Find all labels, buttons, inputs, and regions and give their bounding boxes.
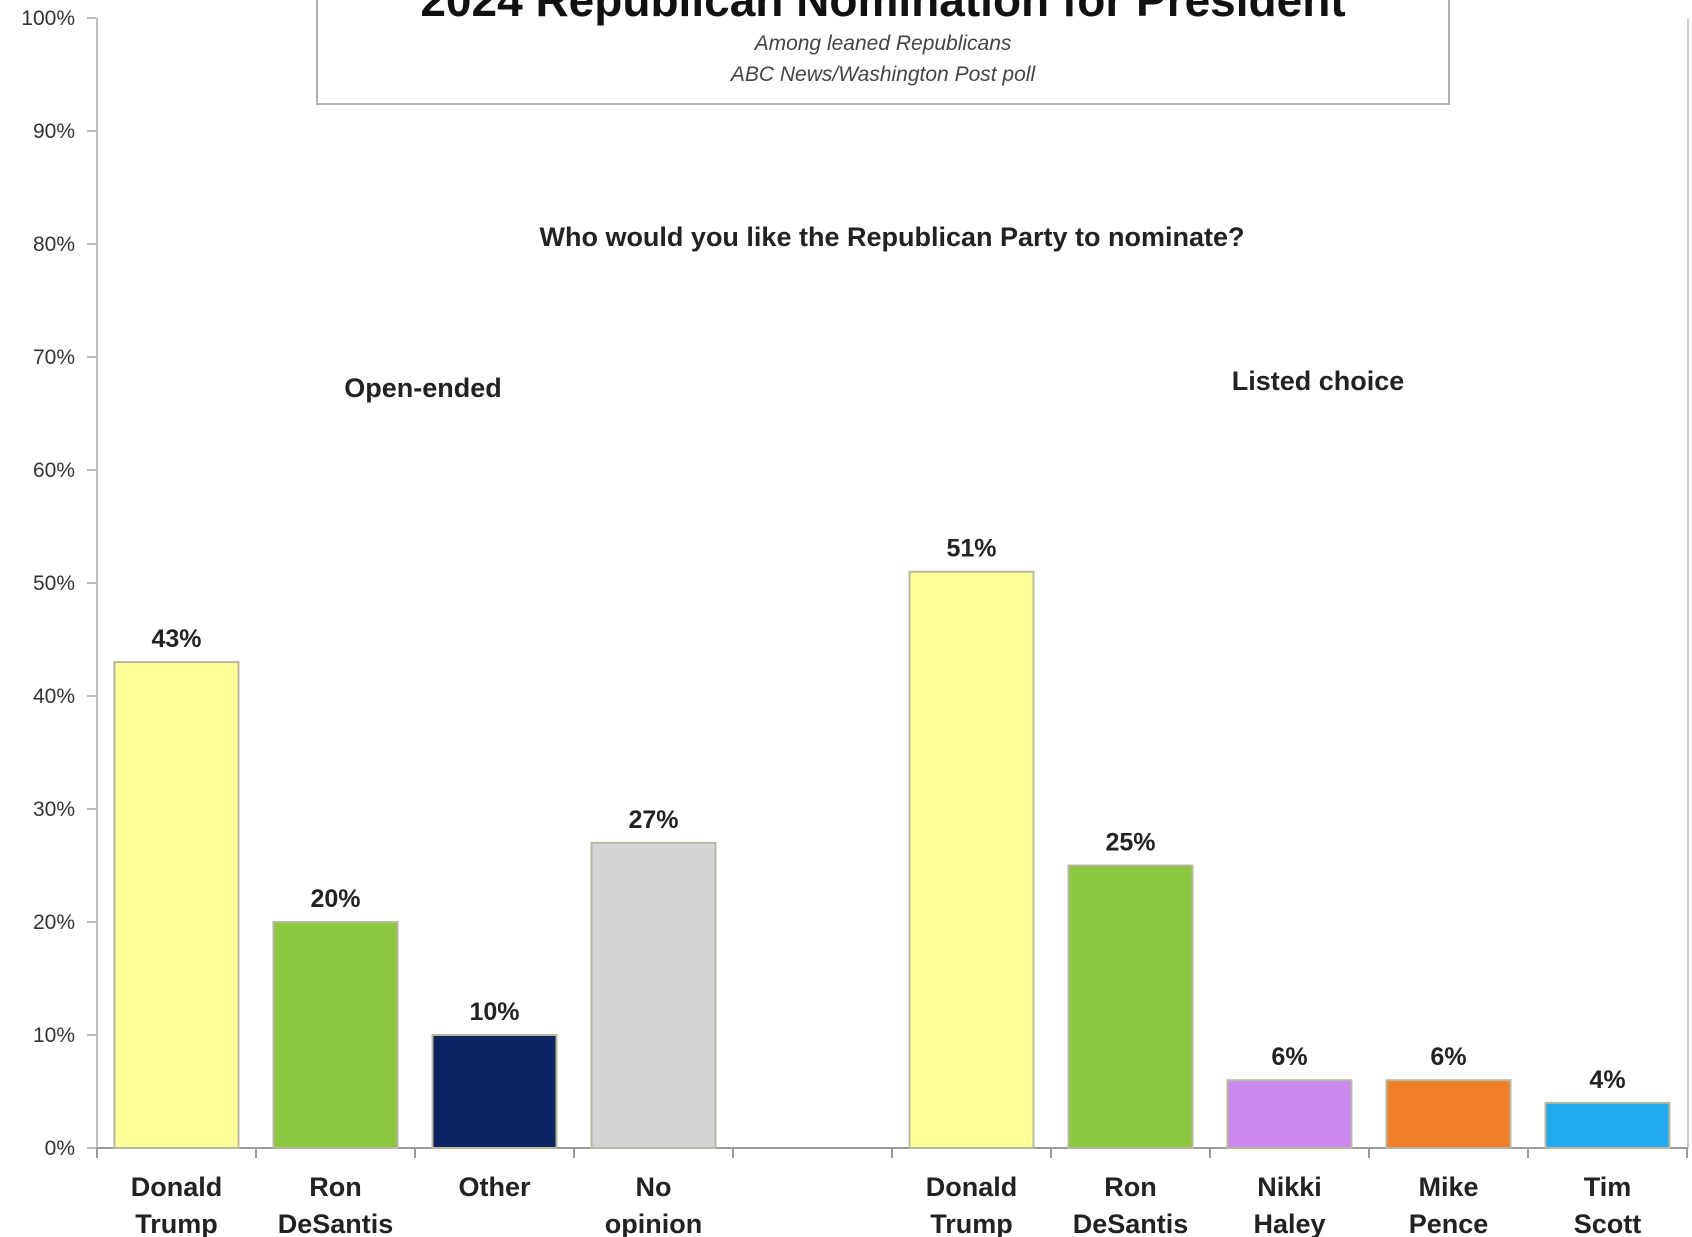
data-label: 6% [1430, 1043, 1466, 1071]
y-tick-label: 90% [33, 120, 75, 143]
data-label: 10% [469, 998, 519, 1026]
chart-question: Who would you like the Republican Party … [539, 222, 1244, 252]
category-label: Tim [1584, 1172, 1632, 1202]
title-box [316, 0, 1450, 105]
y-tick-label: 30% [33, 798, 75, 821]
category-label: Mike [1418, 1172, 1478, 1202]
y-tick-label: 20% [33, 911, 75, 934]
y-tick-label: 50% [33, 572, 75, 595]
category-label: DeSantis [1073, 1209, 1189, 1237]
bar-donald-trump [113, 661, 240, 1149]
bars: 43% 20% 10% 27% 51% 25% 6% 6% 4% [113, 535, 1671, 1150]
y-tick-label: 100% [21, 7, 75, 30]
bar-ron-desantis [1067, 864, 1194, 1149]
chart-subtitle-1: Among leaned Republicans [753, 32, 1012, 55]
category-label: Ron [1104, 1172, 1156, 1202]
category-label: opinion [605, 1209, 702, 1237]
category-label: Donald [926, 1172, 1018, 1202]
category-label: Other [458, 1172, 531, 1202]
chart-subtitle-2: ABC News/Washington Post poll [729, 63, 1037, 86]
data-label: 27% [628, 806, 678, 834]
y-tick-label: 0% [45, 1137, 75, 1160]
category-label: Donald [131, 1172, 223, 1202]
data-label: 43% [151, 625, 201, 653]
bar-mike-pence [1385, 1079, 1512, 1149]
y-tick-label: 60% [33, 459, 75, 482]
y-tick-label: 10% [33, 1024, 75, 1047]
data-label: 25% [1105, 829, 1155, 857]
group-label-open-ended: Open-ended [344, 373, 502, 403]
y-tick-label: 70% [33, 346, 75, 369]
category-label: Nikki [1257, 1172, 1322, 1202]
bar-nikki-haley [1226, 1079, 1353, 1149]
group-label-listed-choice: Listed choice [1232, 366, 1405, 396]
data-label: 4% [1589, 1066, 1625, 1094]
y-axis-ticks: 0% 10% 20% 30% 40% 50% 60% 70% 80% 90% 100% [21, 7, 97, 1160]
bar-tim-scott [1544, 1101, 1671, 1150]
category-label: DeSantis [278, 1209, 394, 1237]
data-label: 20% [310, 885, 360, 913]
category-label: Ron [309, 1172, 361, 1202]
bar-donald-trump [908, 570, 1035, 1149]
bar-no-opinion [590, 841, 717, 1150]
category-label: Trump [135, 1209, 218, 1237]
category-label: Haley [1253, 1209, 1325, 1237]
chart-title: 2024 Republican Nomination for President [420, 0, 1345, 26]
bar-ron-desantis [272, 921, 399, 1149]
x-axis-ticks: Donald Trump Ron DeSantis Other No opinion Dona… [96, 1148, 1688, 1237]
y-tick-label: 40% [33, 685, 75, 708]
category-label: Scott [1574, 1209, 1642, 1237]
category-label: No [636, 1172, 672, 1202]
data-label: 6% [1271, 1043, 1307, 1071]
category-label: Trump [930, 1209, 1013, 1237]
data-label: 51% [946, 535, 996, 563]
y-tick-label: 80% [33, 233, 75, 256]
category-label: Pence [1409, 1209, 1489, 1237]
bar-other [431, 1034, 558, 1149]
